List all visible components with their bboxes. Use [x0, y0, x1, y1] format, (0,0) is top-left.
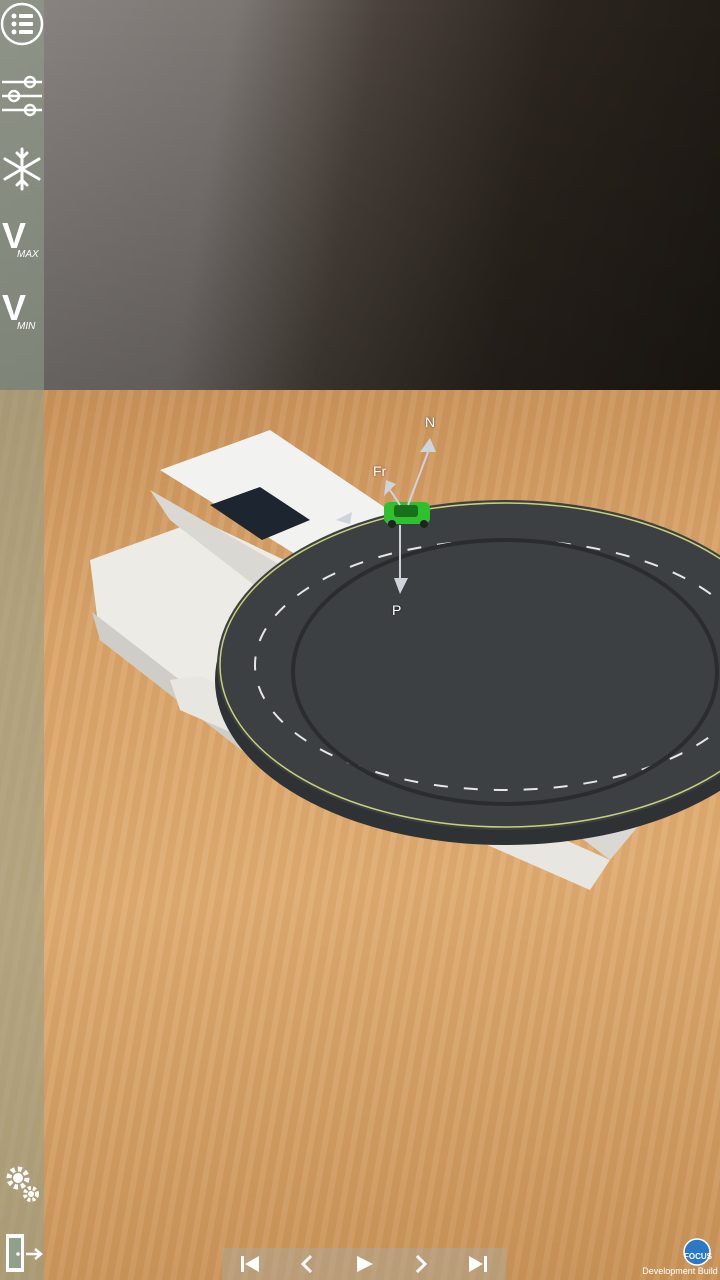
wall-shade — [0, 0, 720, 430]
vmin-sub: MIN — [17, 321, 36, 332]
sliders-icon — [2, 75, 42, 117]
skip-to-end-button[interactable] — [458, 1248, 498, 1280]
development-build-text: Development Build — [642, 1266, 718, 1276]
play-button[interactable] — [344, 1248, 384, 1280]
vmax-button[interactable]: V MAX — [0, 215, 44, 263]
green-car — [384, 502, 430, 528]
left-toolbar: V MAX V MIN — [0, 0, 44, 1280]
menu-button[interactable] — [0, 2, 44, 46]
vmin-button[interactable]: V MIN — [0, 287, 44, 335]
skip-to-start-button[interactable] — [230, 1248, 270, 1280]
skip-to-end-icon — [468, 1256, 487, 1272]
background-wall — [0, 0, 720, 430]
step-back-icon — [301, 1254, 313, 1274]
focus-logo-icon — [683, 1238, 711, 1266]
gears-icon — [6, 1166, 39, 1202]
exit-button[interactable] — [0, 1230, 44, 1276]
friction-force-label: Fr — [373, 463, 387, 479]
freeze-button[interactable] — [0, 146, 44, 192]
development-build-badge: Development Build — [640, 1232, 720, 1280]
vmax-sub: MAX — [17, 249, 39, 260]
skip-to-start-icon — [241, 1256, 260, 1272]
race-track — [215, 500, 720, 845]
step-back-button[interactable] — [287, 1248, 327, 1280]
play-icon — [356, 1256, 373, 1272]
force-vectors — [336, 438, 436, 594]
step-forward-button[interactable] — [401, 1248, 441, 1280]
settings-button[interactable] — [0, 1160, 44, 1206]
step-forward-icon — [415, 1254, 427, 1274]
snowflake-icon — [3, 147, 41, 191]
list-menu-icon — [0, 2, 44, 46]
weight-force-label: P — [392, 602, 402, 618]
playback-controls — [222, 1248, 506, 1280]
focus-logo-text: FOCUS — [684, 1252, 712, 1261]
exit-door-icon — [6, 1234, 43, 1272]
normal-force-label: N — [425, 414, 436, 430]
parameters-button[interactable] — [0, 72, 44, 118]
vmax-letter: V — [2, 215, 27, 256]
vmin-letter: V — [2, 287, 27, 328]
